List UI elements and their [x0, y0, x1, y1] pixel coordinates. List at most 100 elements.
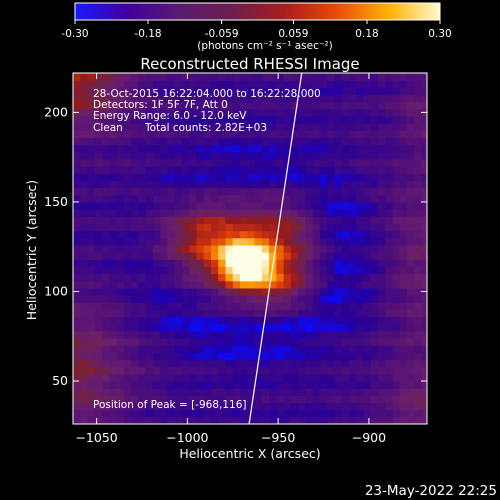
heatmap-cell — [210, 80, 219, 88]
heatmap-cell — [356, 209, 365, 217]
heatmap-cell — [240, 409, 248, 418]
heatmap-cell — [414, 194, 423, 203]
heatmap-cell — [116, 388, 125, 396]
heatmap-cell — [196, 230, 205, 239]
heatmap-cell — [356, 266, 365, 275]
heatmap-cell — [218, 381, 227, 389]
heatmap-cell — [94, 366, 103, 375]
heatmap-cell — [290, 137, 299, 146]
heatmap-cell — [276, 266, 285, 275]
heatmap-cell — [334, 158, 343, 167]
heatmap-cell — [109, 338, 118, 346]
heatmap-cell — [189, 381, 198, 389]
heatmap-cell — [102, 194, 110, 203]
heatmap-cell — [167, 216, 176, 225]
heatmap-cell — [407, 252, 415, 260]
heatmap-cell — [181, 108, 190, 117]
heatmap-cell — [385, 330, 394, 339]
heatmap-cell — [407, 323, 415, 332]
heatmap-cell — [305, 230, 314, 239]
heatmap-cell — [334, 237, 343, 246]
heatmap-cell — [87, 187, 96, 196]
heatmap-cell — [116, 266, 125, 275]
heatmap-cell — [269, 187, 277, 196]
heatmap-cell — [385, 287, 394, 296]
heatmap-cell — [181, 201, 190, 210]
heatmap-cell — [363, 323, 372, 332]
heatmap-cell — [203, 388, 212, 396]
heatmap-cell — [138, 330, 147, 339]
heatmap-cell — [210, 73, 219, 81]
heatmap-cell — [254, 94, 263, 103]
heatmap-cell — [305, 187, 314, 196]
heatmap-cell — [189, 223, 198, 232]
heatmap-cell — [210, 416, 219, 424]
heatmap-cell — [305, 259, 314, 268]
heatmap-cell — [196, 316, 205, 325]
heatmap-cell — [407, 201, 415, 210]
heatmap-cell — [261, 216, 270, 225]
heatmap-cell — [327, 173, 336, 182]
heatmap-cell — [269, 87, 277, 96]
heatmap-cell — [327, 201, 336, 210]
heatmap-cell — [370, 137, 379, 146]
heatmap-cell — [363, 216, 372, 225]
heatmap-cell — [145, 280, 154, 289]
heatmap-cell — [298, 323, 306, 332]
heatmap-cell — [210, 287, 219, 296]
heatmap-cell — [283, 302, 292, 310]
heatmap-cell — [87, 359, 96, 368]
heatmap-cell — [334, 330, 343, 339]
heatmap-cell — [363, 345, 372, 353]
heatmap-cell — [174, 345, 183, 353]
heatmap-cell — [370, 108, 379, 117]
heatmap-cell — [414, 280, 423, 289]
heatmap-cell — [305, 287, 314, 296]
heatmap-cell — [116, 158, 125, 167]
heatmap-cell — [327, 94, 336, 103]
heatmap-cell — [152, 237, 161, 246]
heatmap-cell — [218, 409, 227, 418]
heatmap-cell — [87, 194, 96, 203]
heatmap-cell — [290, 280, 299, 289]
heatmap-cell — [363, 330, 372, 339]
heatmap-cell — [145, 345, 154, 353]
heatmap-cell — [261, 194, 270, 203]
heatmap-cell — [73, 252, 81, 260]
heatmap-cell — [87, 416, 96, 424]
heatmap-cell — [181, 252, 190, 260]
heatmap-cell — [370, 338, 379, 346]
heatmap-cell — [160, 173, 168, 182]
heatmap-cell — [327, 187, 336, 196]
heatmap-cell — [181, 151, 190, 160]
heatmap-cell — [319, 194, 328, 203]
heatmap-cell — [102, 137, 110, 146]
heatmap-cell — [305, 359, 314, 368]
heatmap-cell — [392, 216, 401, 225]
heatmap-cell — [160, 266, 168, 275]
heatmap-cell — [225, 273, 234, 282]
heatmap-cell — [407, 87, 415, 96]
heatmap-cell — [181, 302, 190, 310]
heatmap-cell — [334, 166, 343, 174]
heatmap-cell — [210, 180, 219, 189]
heatmap-cell — [356, 158, 365, 167]
heatmap-cell — [189, 180, 198, 189]
heatmap-cell — [392, 130, 401, 139]
heatmap-cell — [421, 151, 427, 160]
heatmap-cell — [385, 209, 394, 217]
heatmap-cell — [392, 151, 401, 160]
heatmap-cell — [174, 402, 183, 411]
heatmap-cell — [356, 402, 365, 411]
heatmap-cell — [312, 388, 321, 396]
heatmap-cell — [189, 345, 198, 353]
heatmap-cell — [102, 94, 110, 103]
heatmap-cell — [174, 309, 183, 318]
heatmap-cell — [356, 187, 365, 196]
heatmap-cell — [341, 108, 350, 117]
colorbar-units: (photons cm⁻² s⁻¹ asec⁻²) — [197, 40, 332, 52]
heatmap-cell — [167, 108, 176, 117]
heatmap-cell — [269, 409, 277, 418]
heatmap-cell — [247, 395, 256, 404]
heatmap-cell — [399, 87, 408, 96]
